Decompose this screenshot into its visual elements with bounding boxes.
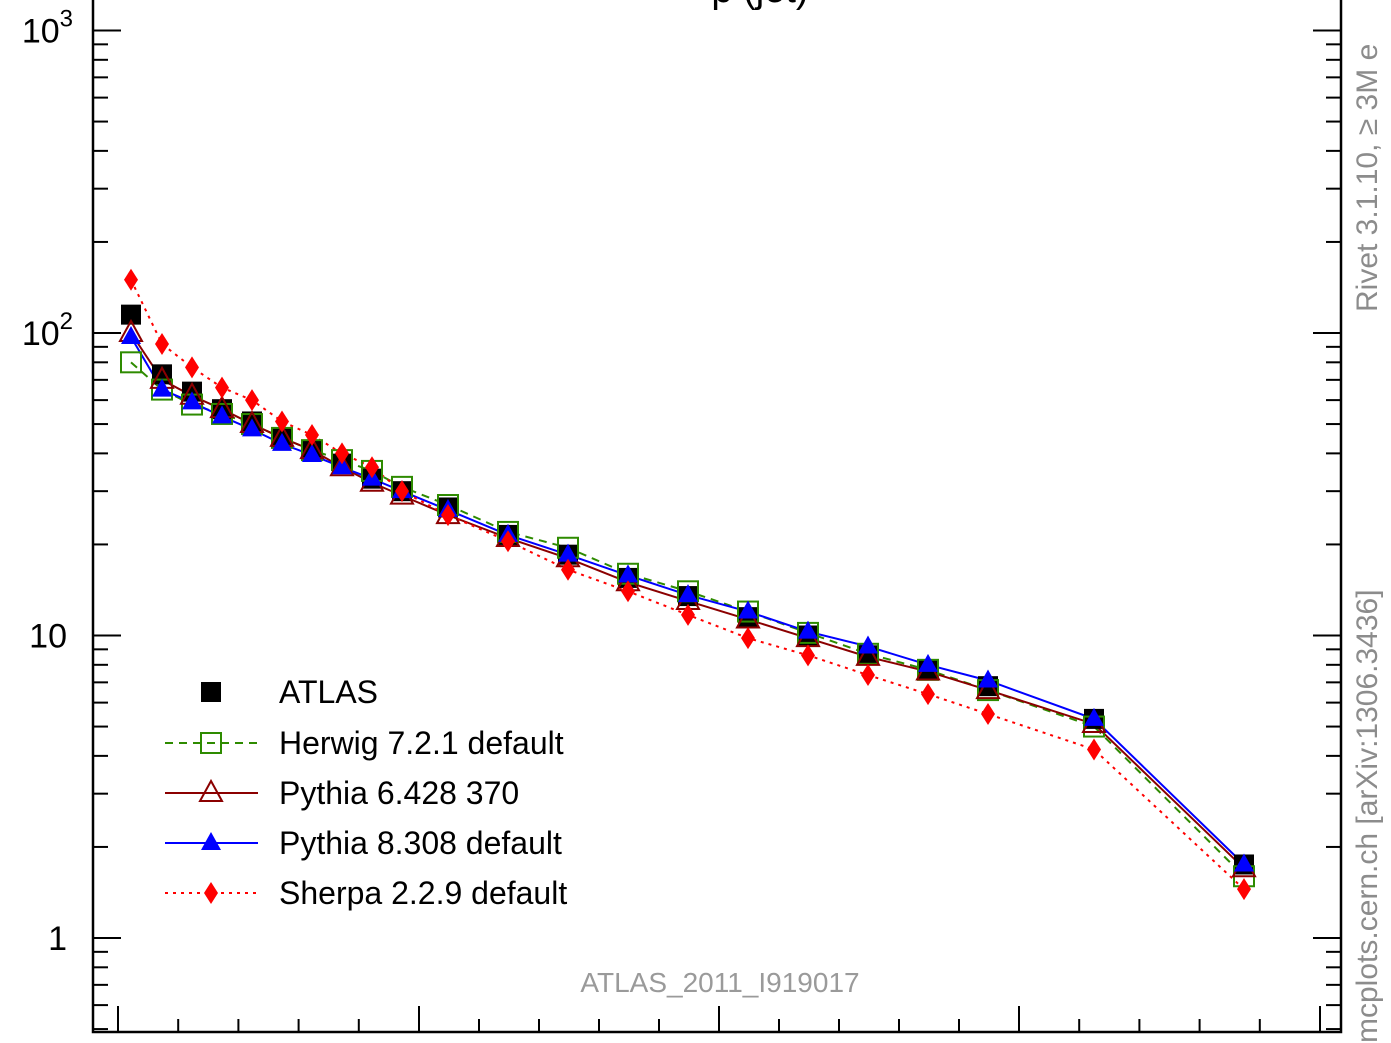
data-point-4 bbox=[335, 442, 349, 465]
data-point-4 bbox=[305, 424, 319, 447]
data-point-4 bbox=[501, 530, 515, 553]
legend-label-4: Sherpa 2.2.9 default bbox=[279, 875, 567, 911]
plot-border bbox=[91, 0, 1343, 1034]
data-point-3 bbox=[302, 444, 322, 463]
legend-marker-3 bbox=[201, 832, 221, 850]
data-point-4 bbox=[681, 603, 695, 626]
data-point-4 bbox=[215, 376, 229, 399]
data-point-4 bbox=[275, 410, 289, 433]
data-point-2 bbox=[329, 453, 355, 477]
data-point-4 bbox=[185, 356, 199, 379]
data-point-4 bbox=[621, 580, 635, 603]
data-point-3 bbox=[558, 543, 578, 562]
y-tick-label: 1 bbox=[48, 920, 67, 958]
data-point-4 bbox=[1087, 738, 1101, 761]
data-point-4 bbox=[395, 480, 409, 503]
series-lines bbox=[130, 279, 1245, 890]
legend-marker-2 bbox=[198, 778, 224, 802]
data-point-4 bbox=[741, 627, 755, 650]
data-point-4 bbox=[1237, 878, 1251, 901]
series-line-3 bbox=[130, 336, 1245, 866]
data-point-3 bbox=[121, 326, 141, 345]
data-point-4 bbox=[441, 504, 455, 527]
analysis-watermark: ATLAS_2011_I919017 bbox=[580, 967, 859, 998]
data-point-2 bbox=[975, 676, 1001, 700]
legend-label-0: ATLAS bbox=[279, 674, 378, 710]
mcplots-label: mcplots.cern.ch [arXiv:1306.3436] bbox=[1351, 589, 1384, 1043]
plot-frame bbox=[91, 0, 1343, 1034]
y-tick-label: 103 bbox=[22, 6, 73, 51]
data-point-3 bbox=[242, 418, 262, 437]
legend-label-1: Herwig 7.2.1 default bbox=[279, 725, 564, 761]
series-markers bbox=[118, 268, 1257, 901]
data-point-4 bbox=[365, 456, 379, 479]
series-line-2 bbox=[130, 332, 1245, 870]
chart-title: p (jet) bbox=[711, 0, 808, 11]
data-point-4 bbox=[921, 683, 935, 706]
chart-title-text: p (jet) bbox=[711, 0, 808, 11]
data-point-3 bbox=[152, 378, 172, 397]
data-point-0 bbox=[121, 304, 141, 325]
data-point-3 bbox=[738, 600, 758, 619]
data-point-3 bbox=[1084, 707, 1104, 726]
legend-marker-0 bbox=[201, 682, 221, 702]
data-point-3 bbox=[1234, 853, 1254, 872]
legend: ATLAS Herwig 7.2.1 default Pythia 6.428 37… bbox=[165, 674, 567, 911]
data-point-3 bbox=[182, 391, 202, 410]
series-line-1 bbox=[130, 361, 1245, 877]
data-point-3 bbox=[978, 669, 998, 688]
legend-label-2: Pythia 6.428 370 bbox=[279, 775, 519, 811]
legend-marker-4 bbox=[204, 882, 218, 904]
y-tick-label: 102 bbox=[22, 308, 73, 353]
data-point-3 bbox=[798, 620, 818, 639]
series-line-4 bbox=[130, 279, 1245, 890]
data-point-3 bbox=[678, 584, 698, 603]
data-point-4 bbox=[981, 703, 995, 726]
data-point-4 bbox=[861, 664, 875, 687]
y-tick-label: 10 bbox=[29, 618, 67, 656]
data-point-4 bbox=[561, 558, 575, 581]
data-point-3 bbox=[918, 653, 938, 672]
data-point-4 bbox=[155, 332, 169, 355]
data-point-4 bbox=[124, 268, 138, 291]
data-point-3 bbox=[272, 432, 292, 451]
y-axis: 1 10 102 103 bbox=[22, 6, 1341, 1031]
x-axis bbox=[117, 1006, 1321, 1032]
data-point-3 bbox=[332, 456, 352, 475]
data-point-1 bbox=[120, 351, 142, 374]
data-point-3 bbox=[618, 564, 638, 583]
legend-marker-1 bbox=[200, 732, 222, 754]
data-point-4 bbox=[245, 389, 259, 412]
rivet-version-label: Rivet 3.1.10, ≥ 3M e bbox=[1351, 44, 1384, 312]
data-point-4 bbox=[801, 644, 815, 667]
data-point-3 bbox=[212, 405, 232, 424]
data-point-3 bbox=[858, 635, 878, 654]
legend-label-3: Pythia 8.308 default bbox=[279, 825, 562, 861]
